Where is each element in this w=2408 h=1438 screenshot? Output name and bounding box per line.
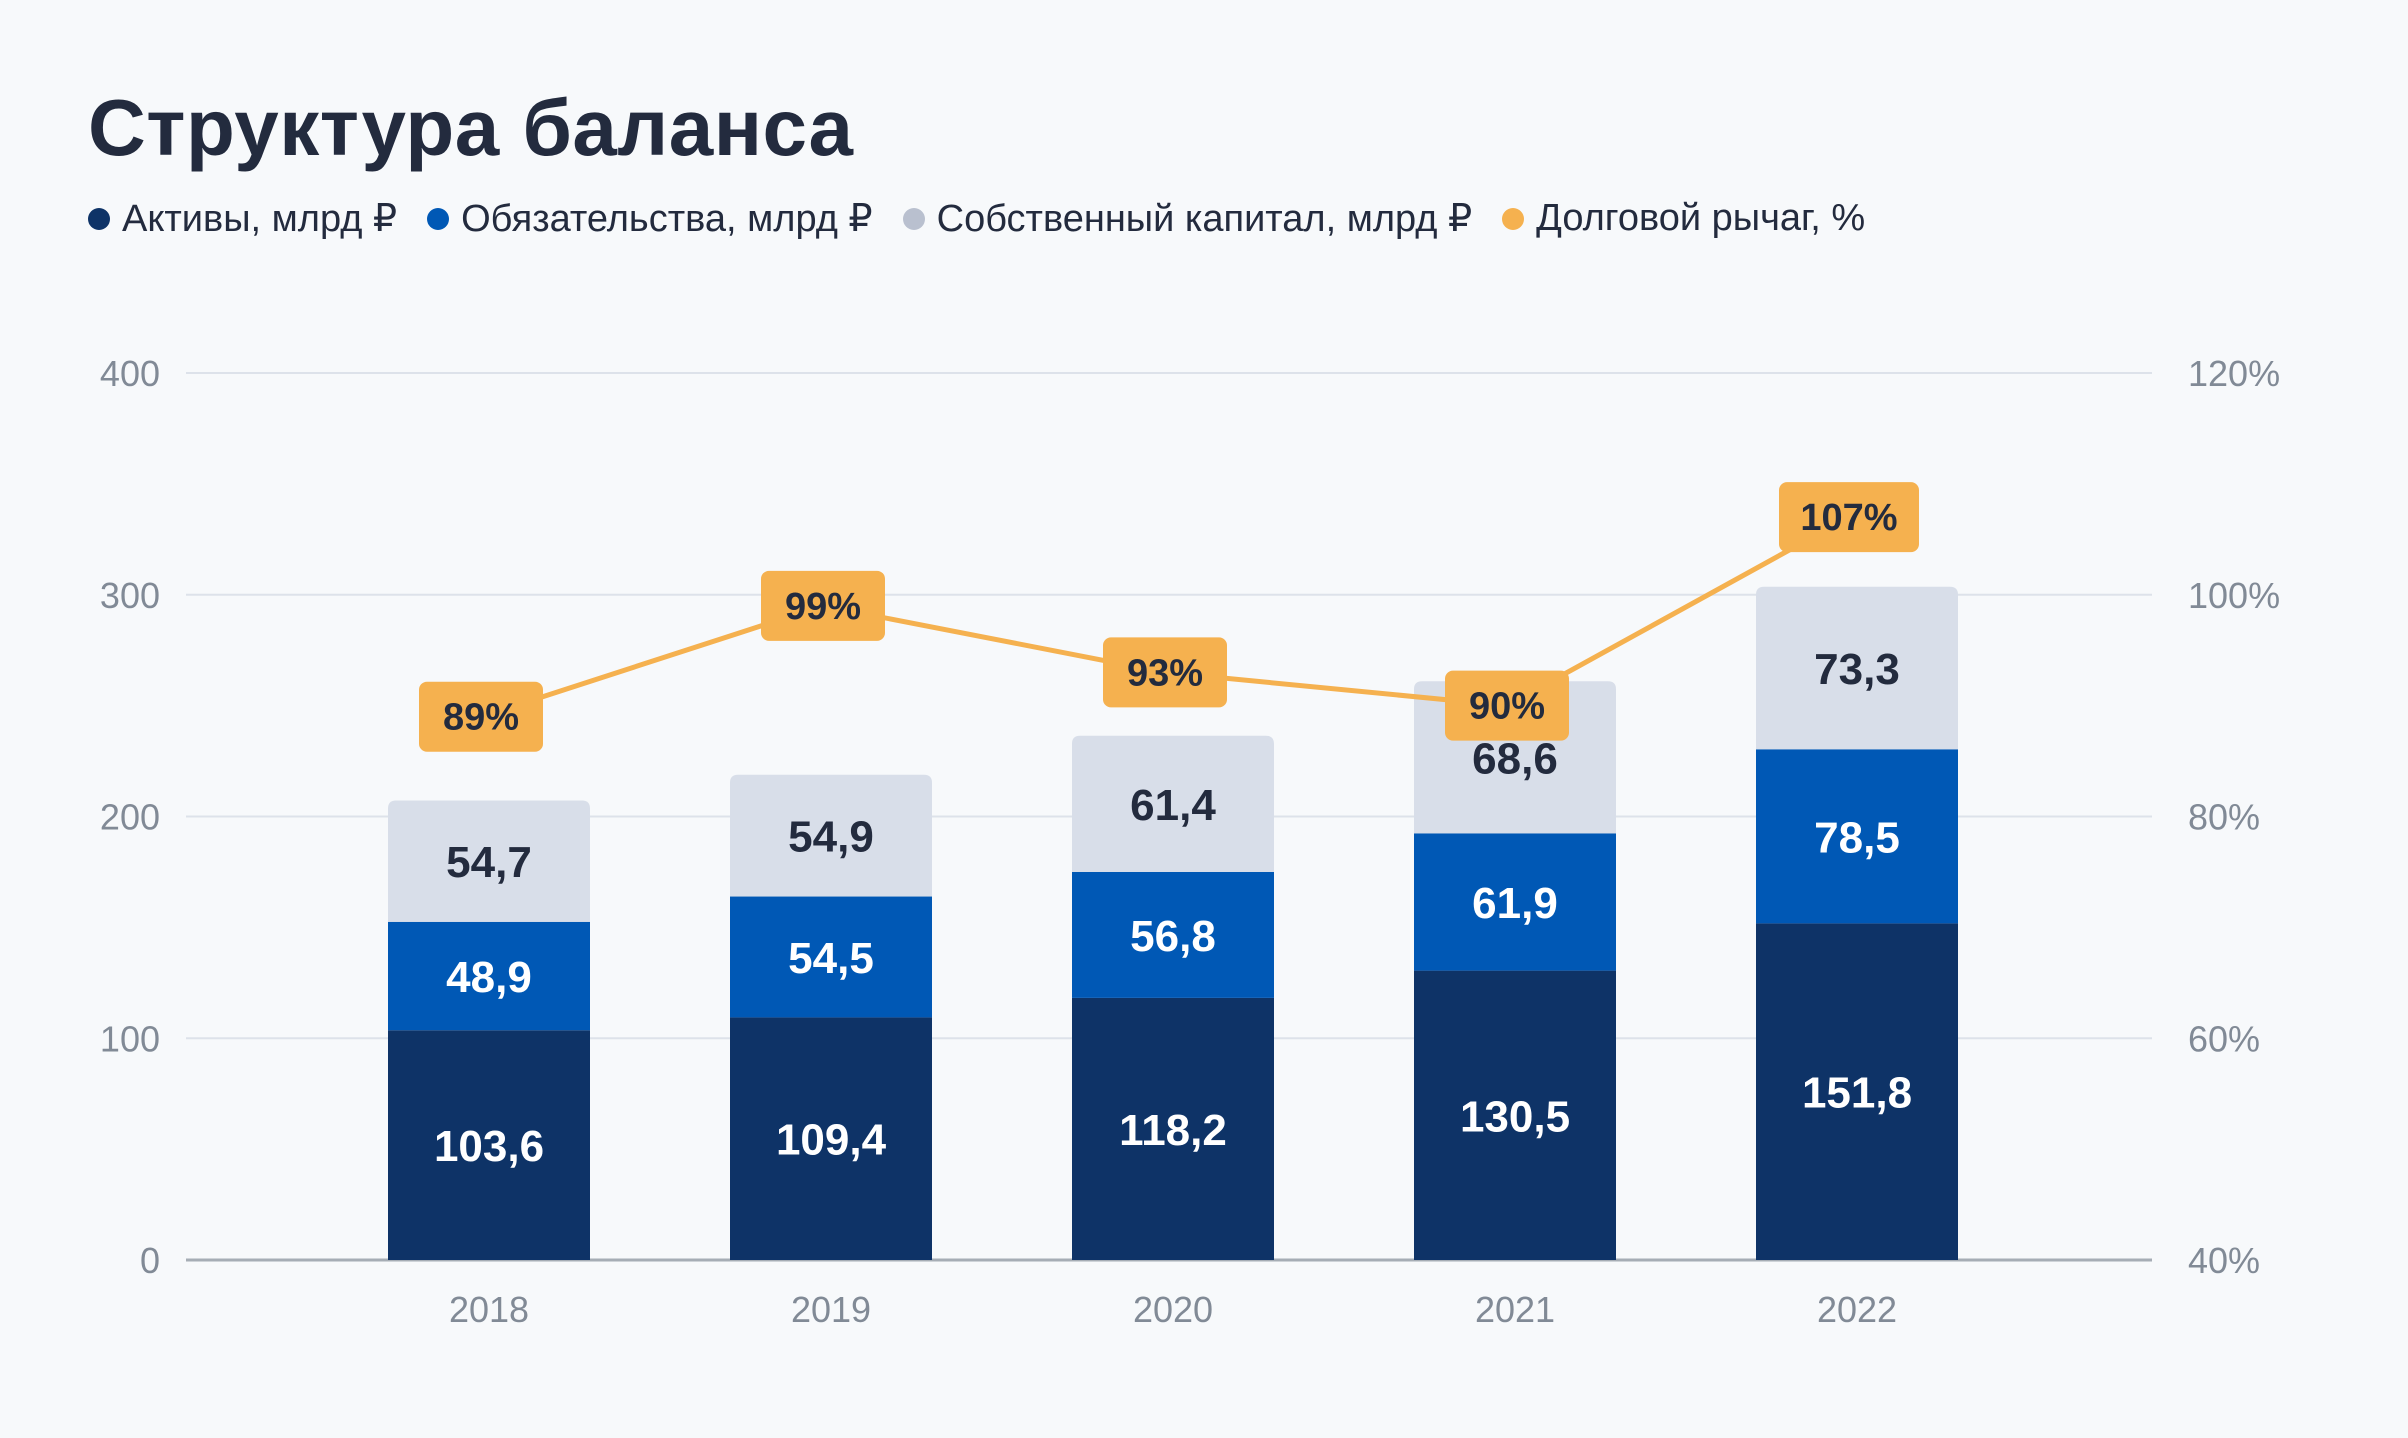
leverage-label-box [761,570,885,641]
bar-value-label: 73,3 [1814,645,1900,694]
bar-segment-assets [1414,970,1616,1260]
bar-segment-assets [1756,923,1958,1260]
legend-label: Активы, млрд ₽ [122,198,398,240]
bar-value-label: 118,2 [1119,1106,1227,1155]
bar-value-label: 78,5 [1814,813,1900,862]
bar-segment-equity [1756,586,1958,750]
bar-segment-equity [1072,735,1274,872]
bar-value-label: 56,8 [1130,912,1216,961]
leverage-value-label: 93% [1127,652,1203,694]
chart-title: Структура баланса [88,83,854,172]
bar-value-label: 109,4 [776,1116,887,1165]
bar-value-label: 130,5 [1460,1092,1570,1141]
leverage-label-box [1445,670,1569,741]
legend: Активы, млрд ₽ Обязательства, млрд ₽ Соб… [88,196,1895,241]
bar-segment-liabilities [1414,833,1616,971]
legend-label: Собственный капитал, млрд ₽ [936,198,1473,240]
legend-label: Долговой рычаг, % [1536,197,1866,239]
bar-segment-equity [388,800,590,922]
bar-segment-liabilities [730,896,932,1018]
bar-segment-liabilities [1072,871,1274,998]
leverage-value-label: 99% [785,586,861,628]
leverage-label-box [1103,637,1227,708]
legend-item-equity: Собственный капитал, млрд ₽ [902,196,1473,241]
y-left-tick-label: 200 [100,797,160,838]
x-tick-label: 2019 [791,1289,871,1330]
bar-value-label: 54,5 [788,934,874,983]
bar-segment-assets [388,1030,590,1260]
bar-segment-assets [730,1017,932,1260]
legend-dot-liabilities [427,207,450,230]
bar-value-label: 54,9 [788,813,874,862]
y-left-tick-label: 0 [140,1240,160,1281]
leverage-value-label: 89% [443,697,519,739]
bar-value-label: 48,9 [446,953,532,1002]
leverage-label-box [1779,482,1919,553]
x-tick-label: 2018 [449,1289,529,1330]
legend-item-assets: Активы, млрд ₽ [88,196,397,241]
legend-dot-assets [88,207,110,230]
legend-label: Обязательства, млрд ₽ [461,198,873,240]
x-tick-label: 2021 [1475,1289,1555,1330]
x-tick-label: 2020 [1133,1289,1213,1330]
bar-value-label: 54,7 [446,838,532,887]
y-right-tick-label: 40% [2188,1240,2260,1281]
y-left-tick-label: 100 [100,1018,160,1059]
leverage-label-box [419,681,543,752]
bar-segment-equity [730,774,932,897]
bar-segment-liabilities [1756,749,1958,924]
legend-item-liabilities: Обязательства, млрд ₽ [427,196,873,241]
leverage-value-label: 90% [1469,686,1545,728]
leverage-value-label: 107% [1800,497,1897,539]
bar-segment-liabilities [388,921,590,1031]
y-left-tick-label: 300 [100,575,160,616]
x-tick-label: 2022 [1817,1289,1897,1330]
legend-item-leverage: Долговой рычаг, % [1502,197,1865,240]
bar-value-label: 103,6 [434,1122,544,1171]
legend-dot-leverage [1502,207,1525,230]
bar-value-label: 61,4 [1130,781,1216,830]
bar-value-label: 68,6 [1472,734,1558,783]
legend-dot-equity [902,207,925,230]
y-left-tick-label: 400 [100,353,160,394]
bar-segment-assets [1072,997,1274,1260]
y-right-tick-label: 120% [2188,353,2280,394]
y-right-tick-label: 80% [2188,797,2260,838]
y-right-tick-label: 100% [2188,575,2280,616]
y-right-tick-label: 60% [2188,1018,2260,1059]
bar-value-label: 151,8 [1802,1069,1912,1118]
bar-value-label: 61,9 [1472,879,1558,928]
